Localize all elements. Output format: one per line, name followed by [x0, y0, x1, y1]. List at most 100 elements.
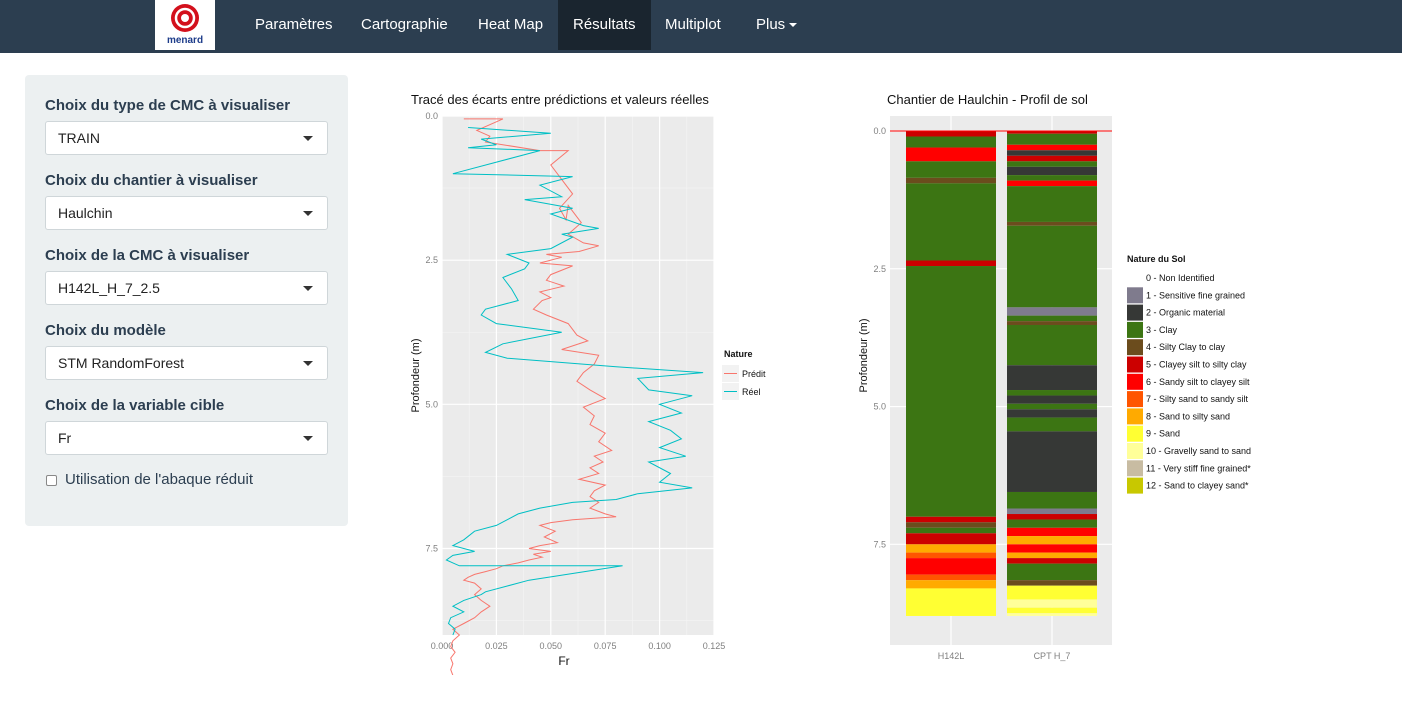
chart2-soil-layer — [1007, 491, 1097, 509]
chart2-legend-swatch — [1127, 339, 1143, 356]
chart2-soil-layer — [1007, 365, 1097, 391]
nav-cartographie[interactable]: Cartographie — [361, 16, 448, 33]
chart1-y-tick-label: 7.5 — [425, 544, 438, 554]
chart2-legend-label: 8 - Sand to silty sand — [1146, 411, 1230, 421]
chart2-legend-label: 3 - Clay — [1146, 325, 1178, 335]
chart2-legend-label: 4 - Silty Clay to clay — [1146, 342, 1226, 352]
chart2-soil-layer — [906, 516, 996, 523]
chart2-soil-layer — [906, 544, 996, 553]
chart2-y-tick-label: 2.5 — [873, 264, 886, 274]
cmc-select[interactable]: H142L_H_7_2.5 — [45, 271, 328, 305]
navbar: menard Paramètres Cartographie Heat Map … — [0, 0, 1402, 53]
chevron-down-icon — [303, 211, 313, 216]
chart2-soil-layer — [1007, 431, 1097, 492]
chart2-legend-label: 9 - Sand — [1146, 429, 1180, 439]
chart1-x-tick-label: 0.050 — [540, 641, 563, 651]
chart2-soil-layer — [1007, 519, 1097, 528]
model-value: STM RandomForest — [58, 355, 185, 371]
chart2-legend-swatch — [1127, 443, 1143, 459]
chart2-soil-layer — [1007, 315, 1097, 322]
chart2-soil-layer — [1007, 221, 1097, 226]
chart1-title: Tracé des écarts entre prédictions et va… — [411, 92, 709, 107]
chart1-x-axis-label: Fr — [558, 654, 569, 668]
nav-resultats[interactable]: Résultats — [558, 0, 651, 50]
chart2-soil-layer — [1007, 180, 1097, 187]
chart2-soil-layer — [1007, 580, 1097, 586]
cmc-type-select[interactable]: TRAIN — [45, 121, 328, 155]
chart2-soil-layer — [1007, 536, 1097, 545]
chart1-y-tick-label: 0.0 — [425, 111, 438, 121]
chart2-legend-swatch — [1127, 356, 1143, 373]
target-value: Fr — [58, 430, 72, 446]
chart2-title: Chantier de Haulchin - Profil de sol — [887, 92, 1088, 107]
chart1-series-line-reel — [445, 127, 704, 636]
chart2-soil-layer — [1007, 552, 1097, 559]
chart2-soil-layer — [906, 177, 996, 184]
chart2-soil-layer — [906, 588, 996, 616]
sidebar-panel: Choix du type de CMC à visualiser TRAIN … — [25, 75, 348, 526]
chart2-legend-swatch — [1127, 287, 1143, 304]
chantier-select[interactable]: Haulchin — [45, 196, 328, 230]
chart2-soil-layer — [1007, 508, 1097, 515]
chart2-soil-layer — [1007, 225, 1097, 308]
chart2-soil-layer — [1007, 613, 1097, 616]
cmc-type-value: TRAIN — [58, 130, 100, 146]
chart2-soil-layer — [1007, 144, 1097, 151]
chart2-soil-layer — [1007, 390, 1097, 396]
chart2-y-tick-label: 5.0 — [873, 402, 886, 412]
model-select[interactable]: STM RandomForest — [45, 346, 328, 380]
chart2-legend-swatch — [1127, 391, 1143, 408]
chevron-down-icon — [303, 136, 313, 141]
chart2-soil-layer — [1007, 599, 1097, 608]
chart2-soil-layer — [1007, 563, 1097, 581]
target-label: Choix de la variable cible — [45, 397, 225, 414]
chart2-soil-layer — [1007, 133, 1097, 145]
chart2-legend-label: 7 - Silty sand to sandy silt — [1146, 394, 1249, 404]
chart2-soil-layer — [906, 527, 996, 534]
chart2-legend-label: 12 - Sand to clayey sand* — [1146, 481, 1249, 491]
chart2-y-tick-label: 0.0 — [873, 126, 886, 136]
chart2-soil-layer — [906, 533, 996, 545]
menard-logo[interactable]: menard — [155, 0, 215, 50]
abaque-reduit-label: Utilisation de l'abaque réduit — [65, 471, 253, 488]
chart1-x-tick-label: 0.025 — [485, 641, 508, 651]
cmc-value: H142L_H_7_2.5 — [58, 280, 160, 296]
chart2-soil-layer — [906, 136, 996, 148]
cmc-label: Choix de la CMC à visualiser — [45, 247, 250, 264]
chart2-legend-label: 2 - Organic material — [1146, 308, 1225, 318]
chart2-soil-layer — [906, 580, 996, 589]
chart1-y-tick-label: 2.5 — [425, 255, 438, 265]
chart1-y-tick-label: 5.0 — [425, 399, 438, 409]
chart2-legend-label: 10 - Gravelly sand to sand — [1146, 446, 1251, 456]
chart2-legend-label: 5 - Clayey silt to silty clay — [1146, 360, 1247, 370]
nav-plus-dropdown[interactable]: Plus — [741, 0, 812, 50]
chart1-legend-title: Nature — [724, 349, 753, 359]
caret-down-icon — [789, 23, 798, 28]
chart2-soil-layer — [1007, 175, 1097, 181]
chart2-legend-swatch — [1127, 460, 1143, 477]
chart2-soil-layer — [1007, 131, 1097, 134]
chart2-soil-layer — [906, 260, 996, 267]
soil-profile-chart: Chantier de Haulchin - Profil de sol 0.0 2… — [858, 92, 1251, 661]
chart2-soil-layer — [1007, 409, 1097, 418]
chart2-soil-layer — [906, 558, 996, 575]
abaque-reduit-checkbox[interactable] — [46, 475, 57, 486]
chart1-legend-label: Réel — [742, 387, 761, 397]
nav-multiplot[interactable]: Multiplot — [665, 16, 721, 33]
chart2-legend-swatch — [1127, 304, 1143, 321]
chart2-soil-layer — [1007, 403, 1097, 410]
chart2-soil-layer — [906, 552, 996, 559]
chantier-label: Choix du chantier à visualiser — [45, 172, 258, 189]
chart1-x-tick-label: 0.100 — [648, 641, 671, 651]
chart2-soil-layer — [906, 131, 996, 137]
chart2-soil-layer — [1007, 166, 1097, 176]
chevron-down-icon — [303, 361, 313, 366]
chart2-legend-label: 11 - Very stiff fine grained* — [1146, 463, 1251, 473]
nav-parametres[interactable]: Paramètres — [255, 16, 333, 33]
chart2-x-tick-label: H142L — [938, 651, 965, 661]
target-select[interactable]: Fr — [45, 421, 328, 455]
chart2-soil-layer — [1007, 544, 1097, 553]
chart2-soil-layer — [1007, 324, 1097, 366]
chart2-soil-layer — [1007, 150, 1097, 156]
nav-heat-map[interactable]: Heat Map — [478, 16, 544, 33]
